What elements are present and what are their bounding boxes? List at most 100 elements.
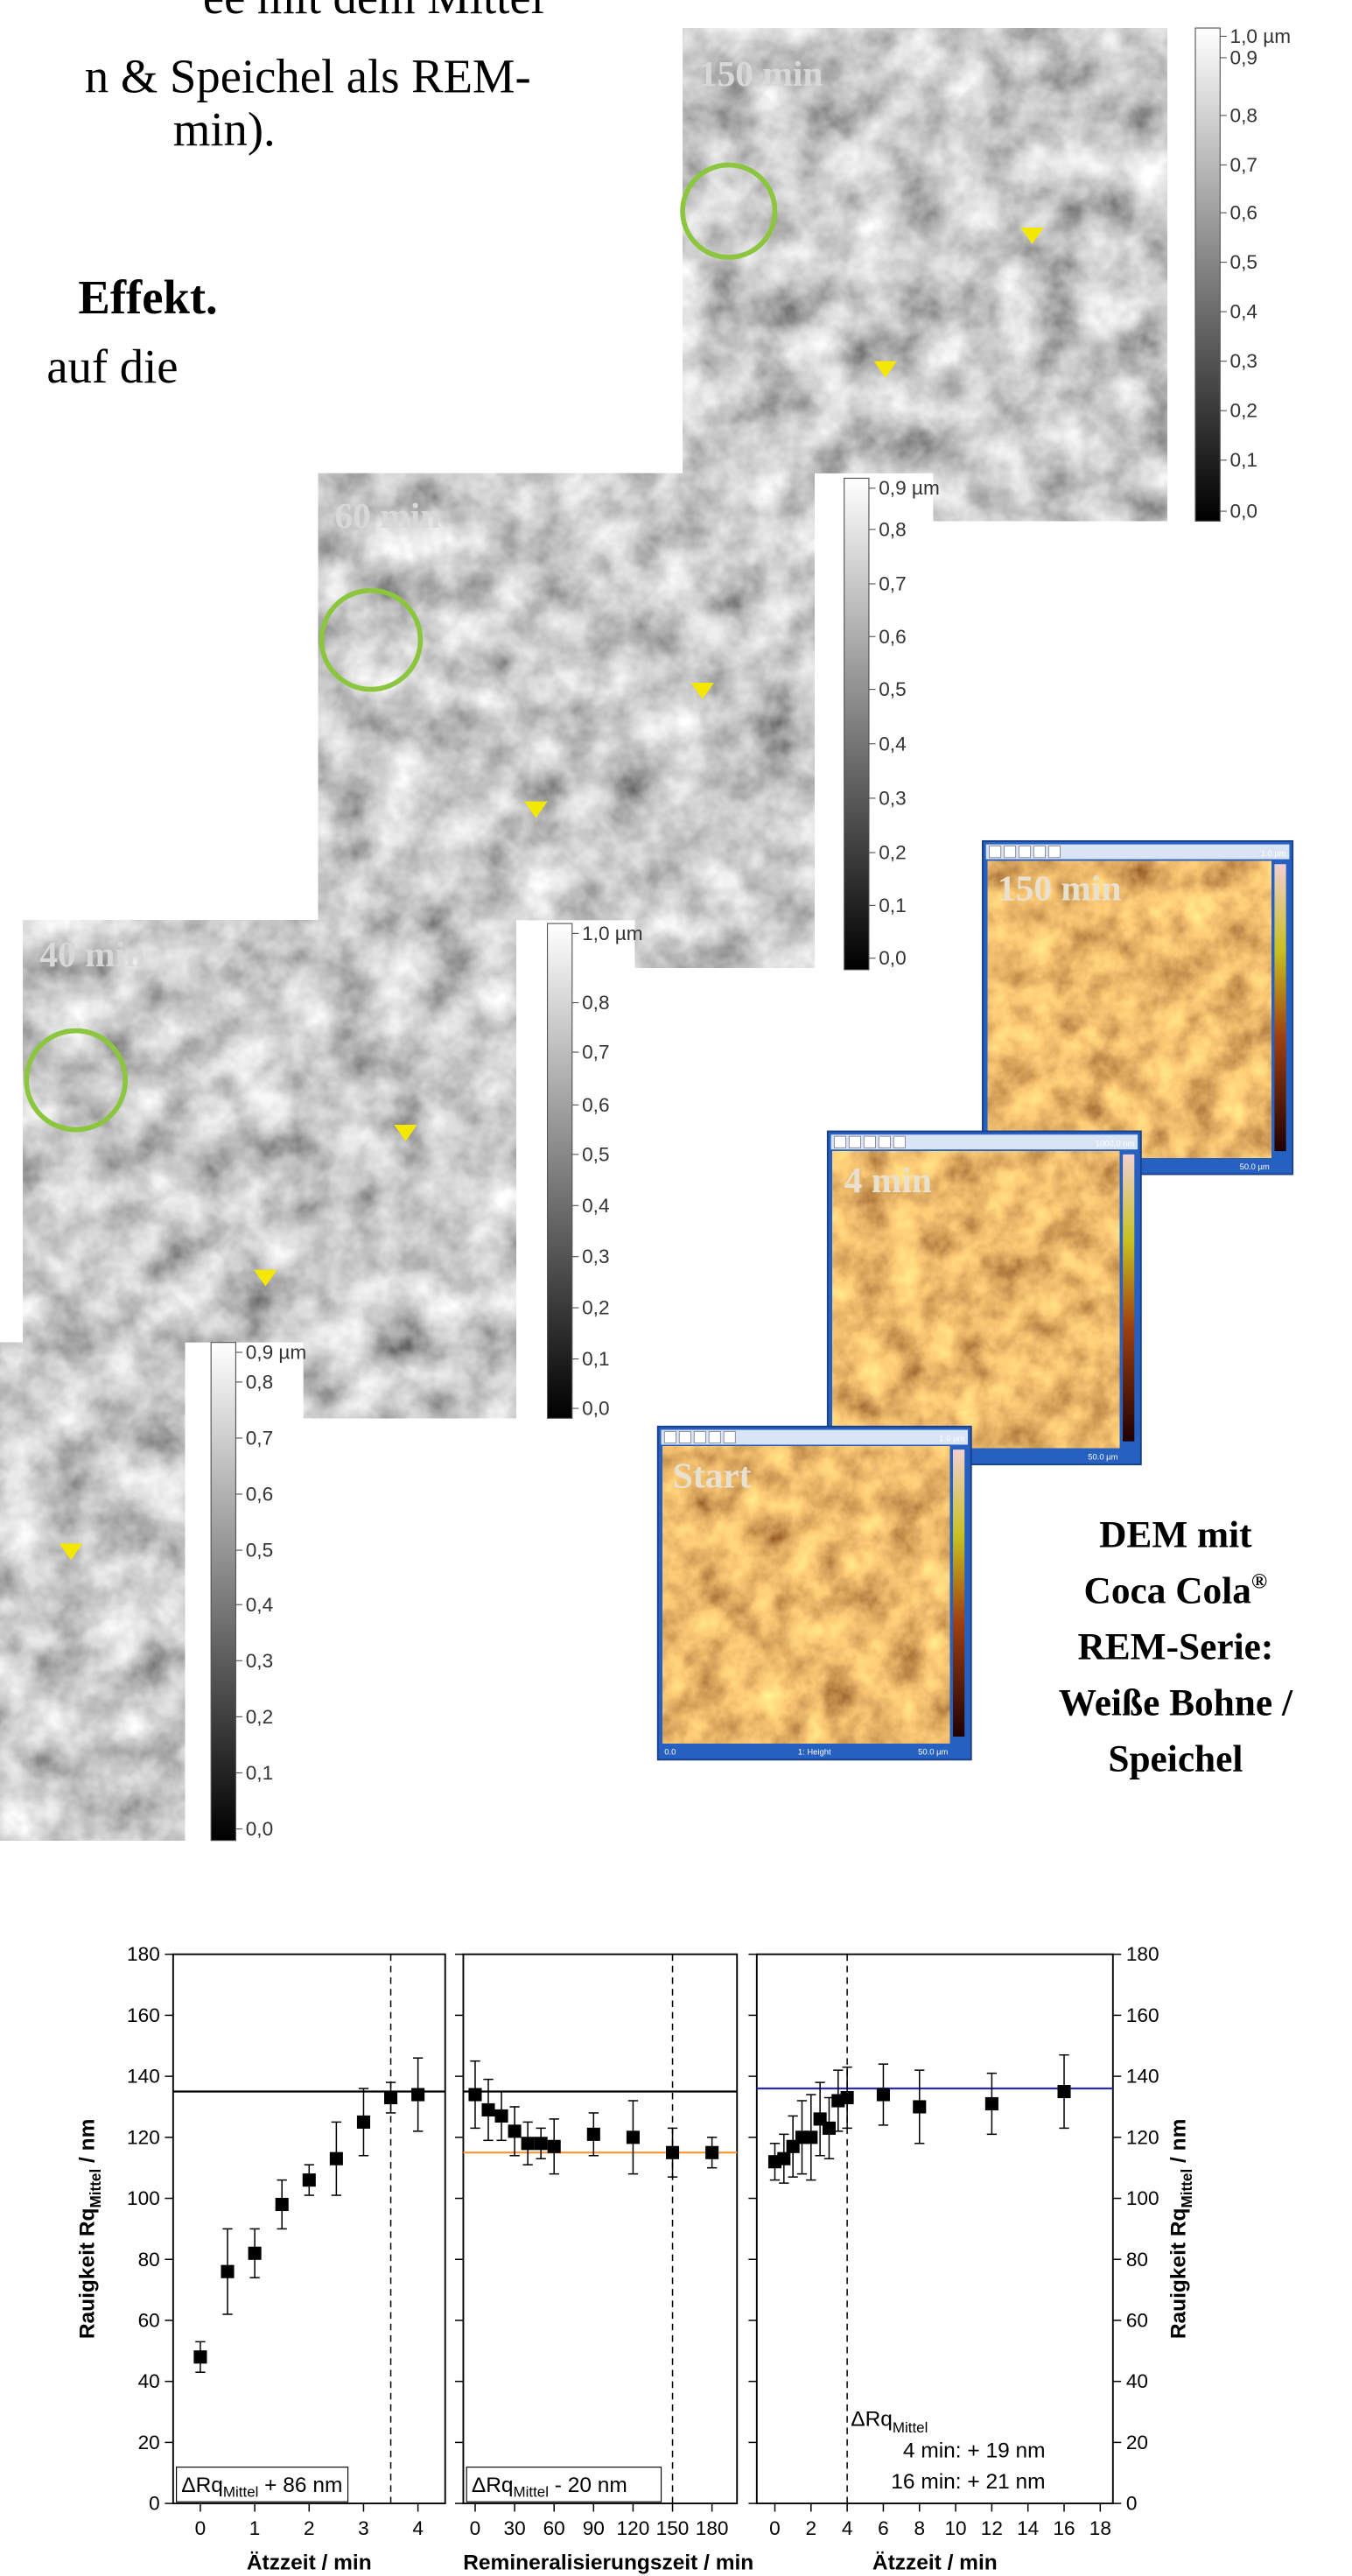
y2-tick-label: 60 [1126, 2309, 1148, 2331]
poster-section: ee mit dem Mitteln & Speichel als REM-mi… [0, 0, 1352, 2576]
colorbar-label: 0,6 [879, 626, 906, 648]
tool-icon [864, 1136, 875, 1148]
x-tick-label: 2 [806, 2517, 817, 2539]
y-tick-label: 40 [138, 2370, 160, 2392]
x-tick-label: 180 [696, 2517, 729, 2539]
data-point [823, 2122, 836, 2135]
x-tick-label: 1 [249, 2517, 261, 2539]
caption-text: Coca Cola [1084, 1569, 1252, 1611]
data-point [841, 2091, 854, 2104]
axis-title-main: Rauigkeit Rq [75, 2207, 99, 2339]
x-tick-label: 2 [304, 2517, 315, 2539]
axis-title: Rauigkeit RqMittel / nm [75, 2119, 104, 2340]
y-tick-label: 120 [127, 2126, 160, 2148]
colorbar-label: 0,3 [582, 1246, 609, 1267]
colorbar-label: 0,6 [582, 1094, 609, 1116]
tool-icon [709, 1431, 720, 1442]
data-point [548, 2140, 561, 2153]
data-point [330, 2152, 343, 2165]
data-point [804, 2130, 817, 2144]
data-point [495, 2109, 508, 2123]
data-point [276, 2198, 289, 2211]
colorbar-label: 0,2 [879, 842, 906, 864]
data-point [357, 2116, 370, 2129]
y2-tick-label: 20 [1126, 2432, 1148, 2453]
scale-top: 1.0 µm [1261, 848, 1286, 858]
data-point [535, 2137, 548, 2150]
data-point [666, 2146, 679, 2159]
data-point [221, 2265, 234, 2278]
colorbar [953, 1449, 964, 1737]
scale-bottom: 50.0 µm [918, 1747, 948, 1757]
colorbar-label: 0,7 [246, 1427, 273, 1449]
tool-icon [1019, 846, 1030, 858]
colorbar-label: 0,2 [246, 1706, 273, 1728]
x-tick-label: 150 [656, 2517, 690, 2539]
colorbar [1274, 864, 1285, 1151]
data-point [384, 2091, 397, 2104]
colorbar-label: 0,8 [582, 992, 609, 1014]
tool-icon [989, 846, 1000, 858]
image-label: Start [673, 1455, 752, 1495]
caption-line: Speichel [1108, 1738, 1243, 1780]
scale-panel [185, 1343, 304, 1844]
colorbar-label: 0,5 [582, 1143, 609, 1165]
y-tick-label: 20 [138, 2432, 160, 2453]
annotation-main: ΔRq [472, 2474, 514, 2497]
colorbar-label: 0,1 [246, 1762, 273, 1784]
axis-title-unit: / nm [1167, 2119, 1191, 2169]
x-tick-label: 3 [358, 2517, 369, 2539]
page: ee mit dem Mitteln & Speichel als REM-mi… [0, 0, 1352, 2576]
y2-tick-label: 100 [1126, 2187, 1159, 2209]
tool-icon [893, 1136, 905, 1148]
body-text: auf die [46, 340, 178, 393]
annotation-main: ΔRq [181, 2474, 223, 2497]
body-text: ee mit dem Mittel [203, 0, 544, 24]
tool-icon [694, 1431, 705, 1442]
annotation-rest: - 20 nm [549, 2474, 627, 2497]
toolbar [986, 845, 1290, 860]
data-point [627, 2130, 640, 2144]
colorbar-label: 0,8 [879, 518, 906, 540]
colorbar [211, 1343, 235, 1841]
caption-line: REM-Serie: [1077, 1625, 1273, 1667]
data-point [468, 2088, 481, 2101]
data-point [481, 2103, 494, 2116]
data-point [985, 2097, 998, 2110]
registered-mark: ® [1251, 1569, 1267, 1593]
scale-origin: 0.0 [664, 1747, 676, 1757]
colorbar-label: 0,9 [1230, 46, 1257, 68]
colorbar-label: 0,8 [246, 1371, 273, 1393]
y-tick-label: 60 [138, 2309, 160, 2331]
colorbar-label: 0,4 [1230, 301, 1257, 323]
colorbar-label: 0,3 [1230, 350, 1257, 372]
data-point [1057, 2085, 1070, 2098]
afm-image [0, 1343, 185, 1841]
afm-image [319, 474, 815, 968]
colorbar [548, 923, 572, 1418]
x-axis-title: Ätzzeit / min [247, 2551, 372, 2574]
annotation-sub: Mittel [514, 2484, 549, 2501]
annotation-sub: Mittel [893, 2419, 928, 2436]
afm-image [683, 28, 1167, 521]
x-tick-label: 10 [944, 2517, 966, 2539]
annotation-sub: Mittel [223, 2484, 258, 2501]
tool-icon [724, 1431, 735, 1442]
body-text: Effekt. [78, 270, 217, 324]
colorbar [1123, 1155, 1134, 1442]
tool-icon [1033, 846, 1045, 858]
scale-panel [815, 474, 934, 972]
x-tick-label: 0 [470, 2517, 481, 2539]
data-point [411, 2088, 424, 2101]
colorbar-label: 0,2 [1230, 400, 1257, 422]
caption-text: Weiße Bohne / [1059, 1681, 1293, 1723]
colorbar-label: 0,5 [879, 678, 906, 700]
x-tick-label: 90 [583, 2517, 605, 2539]
x-tick-label: 0 [769, 2517, 781, 2539]
x-tick-label: 14 [1017, 2517, 1039, 2539]
data-point [303, 2173, 316, 2186]
data-point [522, 2137, 535, 2150]
colorbar-label: 0,7 [1230, 154, 1257, 176]
tool-icon [664, 1431, 676, 1442]
channel-label: 1: Height [798, 1747, 831, 1757]
